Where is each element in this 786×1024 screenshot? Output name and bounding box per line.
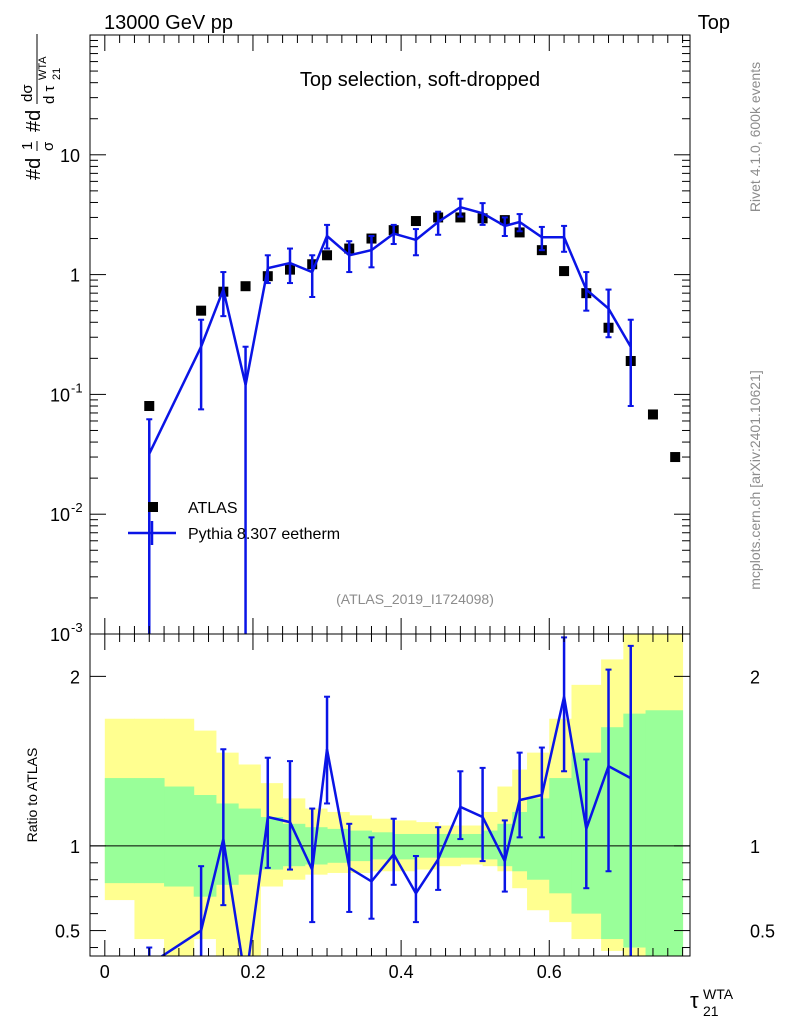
atlas-uncertainty-band-inner: [601, 727, 624, 940]
svg-text:dσ: dσ: [19, 84, 36, 102]
atlas-data-point: [670, 452, 681, 463]
legend-atlas-marker: [148, 502, 158, 512]
main-y-axis-label: #d 1 σ #d dσ d τ 21 WTA: [19, 34, 63, 180]
ratio-ytick-label-right: 0.5: [750, 922, 775, 942]
main-ytick-label: 10 -1: [50, 380, 83, 405]
selection-tag: Top: [698, 12, 730, 34]
ratio-x-axis-label: τ 21 WTA: [690, 986, 734, 1019]
main-ytick-label: 10: [60, 146, 80, 166]
atlas-uncertainty-band-inner: [104, 778, 135, 884]
ratio-xtick-label: 0.6: [537, 962, 562, 982]
ratio-xtick-label: 0.2: [240, 962, 265, 982]
legend: ATLAS Pythia 8.307 eetherm: [128, 500, 340, 545]
atlas-uncertainty-band-inner: [623, 713, 647, 948]
atlas-data-point: [514, 227, 525, 238]
atlas-data-point: [410, 216, 421, 227]
main-ytick-base: 10: [50, 625, 70, 645]
atlas-uncertainty-band-inner: [134, 778, 165, 884]
analysis-watermark: (ATLAS_2019_I1724098): [336, 591, 494, 607]
main-ytick-base: 10: [50, 505, 70, 525]
main-plot-marks: [144, 197, 681, 634]
atlas-uncertainty-band-inner: [527, 798, 550, 880]
atlas-uncertainty-band-inner: [512, 811, 528, 872]
atlas-data-point: [144, 401, 155, 412]
atlas-data-point: [240, 281, 251, 292]
legend-atlas-label: ATLAS: [188, 500, 238, 517]
svg-text:1: 1: [19, 142, 36, 150]
atlas-uncertainty-band-inner: [549, 778, 572, 894]
ratio-line: [160, 696, 632, 956]
main-ytick-base: 10: [50, 385, 70, 405]
ratio-y-axis-label: Ratio to ATLAS: [24, 748, 40, 843]
svg-text:WTA: WTA: [37, 56, 49, 80]
ratio-xtick-label: 0.4: [389, 962, 414, 982]
main-ytick-label: 10 -3: [50, 620, 83, 645]
atlas-uncertainty-band-inner: [215, 803, 239, 885]
ratio-ytick-label-right: 2: [750, 667, 760, 687]
atlas-uncertainty-band-inner: [238, 808, 261, 875]
ratio-ytick-label-left: 1: [70, 837, 80, 857]
main-title: Top selection, soft-dropped: [300, 69, 540, 91]
svg-text:σ: σ: [40, 141, 57, 151]
main-ytick-label: 1: [70, 266, 80, 286]
ratio-ytick-label-left: 2: [70, 667, 80, 687]
main-ytick-exponent: -2: [71, 500, 83, 515]
svg-text:21: 21: [51, 68, 63, 80]
main-ytick-label: 10 -2: [50, 500, 83, 525]
main-frame: [89, 34, 691, 635]
energy-label: 13000 GeV pp: [104, 12, 233, 34]
ratio-frame: [89, 633, 691, 957]
ratio-panel: 0.5 0.5 1 1 2 2 0 0.2 0.4 0.6 Ratio to ATLAS τ 21…: [24, 633, 775, 1019]
source-label: mcplots.cern.ch [arXiv:2401.10621]: [747, 370, 763, 589]
atlas-uncertainty-band-inner: [164, 786, 195, 887]
legend-pythia-label: Pythia 8.307 eetherm: [188, 526, 340, 543]
ratio-xtick-label: 0: [100, 962, 110, 982]
svg-text:d τ: d τ: [41, 85, 58, 104]
main-ytick-text: 10: [60, 146, 80, 166]
main-ytick-text: 1: [70, 266, 80, 286]
atlas-data-point: [559, 266, 570, 277]
svg-text:τ: τ: [690, 988, 699, 1013]
main-ytick-exponent: -1: [71, 380, 83, 395]
atlas-uncertainty-band-inner: [282, 823, 306, 867]
atlas-data-point: [196, 305, 207, 316]
pythia-line: [148, 205, 632, 455]
rivet-label: Rivet 4.1.0, 600k events: [747, 62, 763, 212]
svg-text:21: 21: [703, 1003, 719, 1019]
ratio-plot-marks: [90, 634, 690, 956]
atlas-data-point: [322, 250, 333, 261]
atlas-uncertainty-band-inner: [645, 710, 684, 956]
svg-text:#d: #d: [23, 158, 45, 180]
main-ytick-exponent: -3: [71, 620, 83, 635]
atlas-data-point: [647, 409, 658, 420]
ratio-axis-ticks: 0.5 0.5 1 1 2 2 0 0.2 0.4 0.6: [55, 634, 775, 982]
ratio-ytick-label-left: 0.5: [55, 922, 80, 942]
svg-text:#d: #d: [23, 110, 45, 132]
atlas-uncertainty-band-inner: [393, 833, 417, 860]
svg-text:WTA: WTA: [703, 986, 734, 1002]
ratio-ytick-label-right: 1: [750, 837, 760, 857]
